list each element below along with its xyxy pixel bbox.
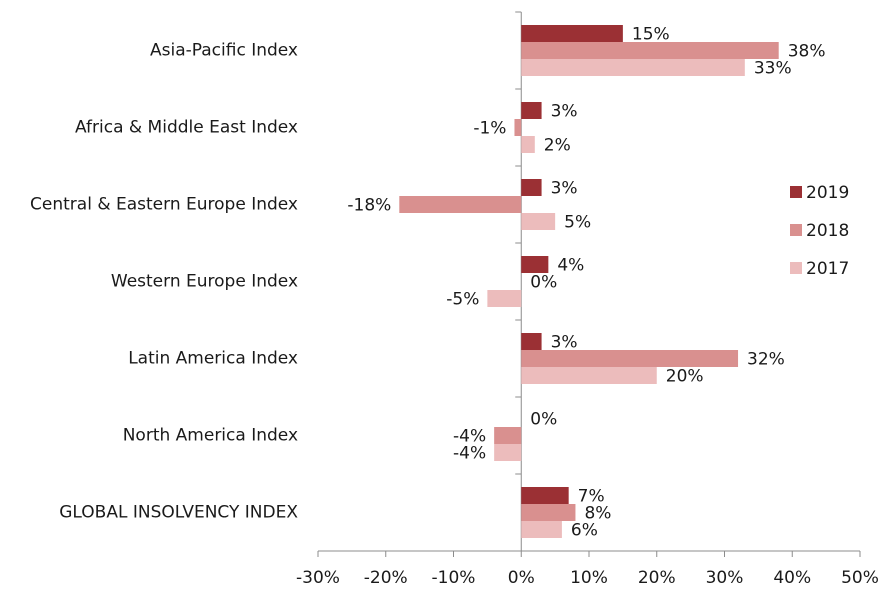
- x-tick-label: -30%: [296, 568, 340, 588]
- category-label: North America Index: [123, 426, 298, 446]
- bar: [521, 179, 542, 196]
- bar: [494, 427, 522, 444]
- value-label: 6%: [571, 521, 598, 541]
- legend-label: 2017: [806, 259, 849, 279]
- value-label: 38%: [788, 42, 826, 62]
- value-label: 7%: [578, 487, 605, 507]
- legend-swatch: [790, 262, 802, 274]
- bar: [521, 521, 562, 538]
- bar: [521, 42, 779, 59]
- value-label: 5%: [564, 213, 591, 233]
- bar: [521, 504, 576, 521]
- value-label: -4%: [453, 427, 486, 447]
- value-label: -1%: [473, 119, 506, 139]
- value-label: 20%: [666, 367, 704, 387]
- bar: [521, 25, 623, 42]
- bar: [521, 487, 569, 504]
- x-tick-label: 50%: [841, 568, 879, 588]
- bar: [399, 196, 522, 213]
- category-label: Asia-Pacific Index: [150, 41, 298, 61]
- category-label: GLOBAL INSOLVENCY INDEX: [59, 503, 298, 523]
- legend-swatch: [790, 224, 802, 236]
- value-label: 3%: [551, 179, 578, 199]
- legend-label: 2018: [806, 221, 849, 241]
- bar: [521, 256, 549, 273]
- bar: [521, 367, 657, 384]
- bar: [514, 119, 522, 136]
- category-label: Central & Eastern Europe Index: [30, 195, 298, 215]
- value-label: 33%: [754, 59, 792, 79]
- value-label: -18%: [347, 196, 391, 216]
- value-label: 0%: [530, 410, 557, 430]
- x-tick-label: 40%: [773, 568, 811, 588]
- category-label: Western Europe Index: [111, 272, 298, 292]
- value-label: -4%: [453, 444, 486, 464]
- x-tick-label: 20%: [638, 568, 676, 588]
- value-label: -5%: [446, 290, 479, 310]
- x-tick-label: 30%: [706, 568, 744, 588]
- value-label: 8%: [584, 504, 611, 524]
- value-label: 15%: [632, 25, 670, 45]
- bar: [494, 444, 522, 461]
- x-tick-label: -20%: [364, 568, 408, 588]
- category-label: Latin America Index: [128, 349, 298, 369]
- value-label: 3%: [551, 333, 578, 353]
- value-label: 0%: [530, 273, 557, 293]
- legend-label: 2019: [806, 183, 849, 203]
- category-label: Africa & Middle East Index: [75, 118, 298, 138]
- bar: [521, 136, 535, 153]
- value-label: 32%: [747, 350, 785, 370]
- bar: [487, 290, 522, 307]
- bar: [521, 350, 739, 367]
- x-tick-label: -10%: [432, 568, 476, 588]
- bar: [521, 59, 745, 76]
- x-tick-label: 10%: [570, 568, 608, 588]
- value-label: 2%: [544, 136, 571, 156]
- bar: [521, 102, 542, 119]
- bar: [521, 333, 542, 350]
- x-tick-label: 0%: [508, 568, 535, 588]
- legend-swatch: [790, 186, 802, 198]
- value-label: 4%: [557, 256, 584, 276]
- bar: [521, 213, 556, 230]
- value-label: 3%: [551, 102, 578, 122]
